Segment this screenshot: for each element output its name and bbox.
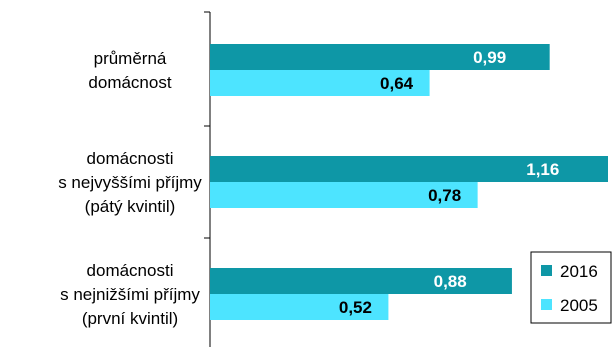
category-label-1-line-2: (pátý kvintil)	[85, 197, 176, 216]
bar-2005-0	[210, 70, 430, 96]
category-label-2-line-0: domácnosti	[87, 261, 174, 280]
legend: 2016 2005	[530, 251, 612, 324]
data-label-2005-1: 0,78	[428, 186, 461, 205]
data-label-2005-2: 0,52	[339, 298, 372, 317]
category-labels: průměrná domácnost domácnosti s nejvyššími …	[58, 49, 202, 328]
legend-label-2016: 2016	[560, 262, 598, 281]
bar-2016-2	[210, 268, 512, 294]
category-label-1-line-1: s nejvyššími příjmy	[58, 173, 202, 192]
category-label-1-line-0: domácnosti	[87, 149, 174, 168]
data-label-2016-0: 0,99	[473, 48, 506, 67]
bar-2016-1	[210, 156, 608, 182]
category-label-2-line-2: (první kvintil)	[82, 309, 178, 328]
bar-2005-2	[210, 294, 389, 320]
legend-label-2005: 2005	[560, 296, 598, 315]
data-label-2016-1: 1,16	[526, 160, 559, 179]
data-label-2005-0: 0,64	[380, 74, 414, 93]
category-label-0-line-1: domácnost	[88, 73, 171, 92]
bar-2016-0	[210, 44, 550, 70]
bars: 0,99 1,16 0,88 0,64 0,78 0,52	[210, 44, 608, 320]
category-label-2-line-1: s nejnižšími příjmy	[60, 285, 200, 304]
bar-2005-1	[210, 182, 478, 208]
axes	[204, 11, 211, 347]
legend-box	[530, 251, 612, 324]
legend-swatch-2005	[541, 299, 552, 310]
data-label-2016-2: 0,88	[434, 272, 467, 291]
legend-swatch-2016	[541, 265, 552, 276]
category-label-0-line-0: průměrná	[94, 49, 167, 68]
